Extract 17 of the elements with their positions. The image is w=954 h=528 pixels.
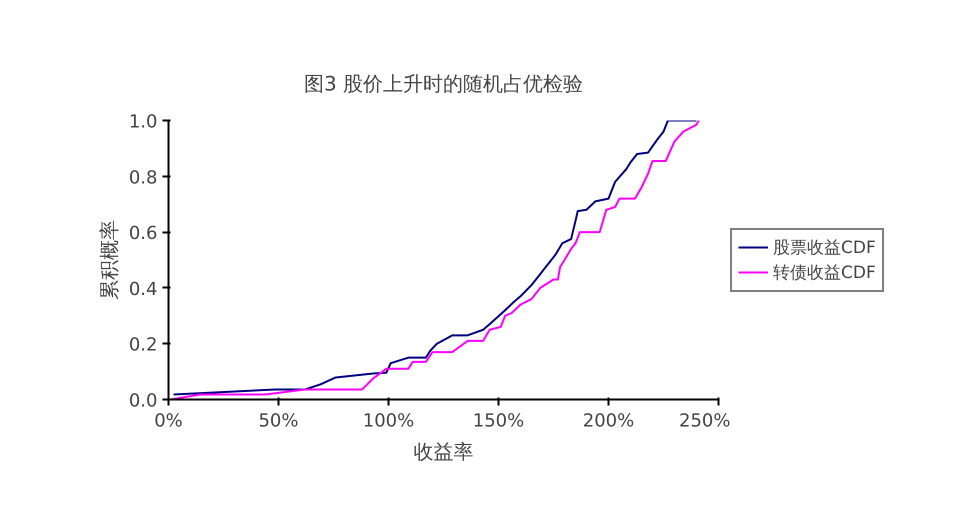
y-tick-label: 1.0	[128, 112, 158, 132]
x-tick-label: 50%	[258, 410, 299, 432]
x-tick-label: 150%	[472, 410, 524, 432]
y-tick-label: 0.0	[128, 390, 158, 412]
y-tick-label: 0.2	[128, 334, 158, 356]
chart-title: 图3 股价上升时的随机占优检验	[304, 72, 584, 96]
legend-label: 股票收益CDF	[773, 236, 876, 258]
x-tick-label: 250%	[679, 410, 731, 432]
x-axis-title: 收益率	[414, 440, 474, 464]
legend-label: 转债收益CDF	[773, 262, 876, 284]
y-tick-label: 0.8	[128, 167, 158, 188]
y-axis-title: 累积概率	[96, 220, 121, 300]
y-tick-label: 0.6	[128, 223, 158, 244]
x-tick-label: 200%	[582, 410, 634, 432]
x-tick-label: 100%	[362, 410, 414, 432]
x-tick-label: 0%	[154, 410, 183, 432]
y-tick-label: 0.4	[128, 278, 158, 300]
